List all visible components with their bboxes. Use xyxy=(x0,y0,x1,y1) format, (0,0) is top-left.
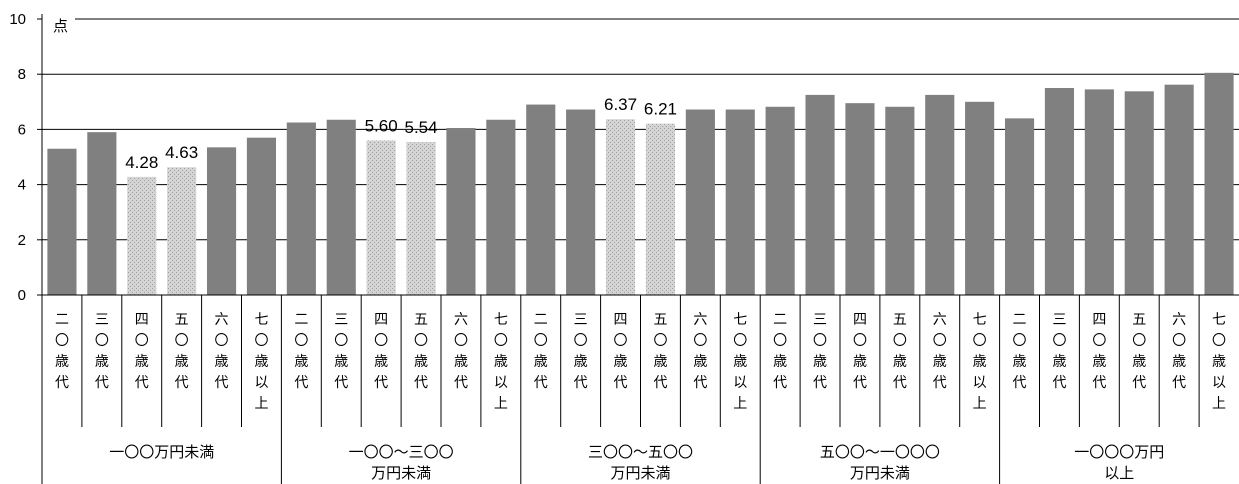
bar-highlighted xyxy=(127,176,157,295)
x-category-label: 二〇歳代 xyxy=(1013,312,1027,391)
x-category-label: 三〇歳代 xyxy=(1052,312,1066,391)
gridlines xyxy=(42,18,1239,241)
data-label: 5.60 xyxy=(365,116,398,135)
x-category-label: 六〇歳代 xyxy=(1172,312,1186,391)
bars xyxy=(47,72,1234,296)
data-label: 6.21 xyxy=(644,100,677,119)
bar xyxy=(1004,118,1035,295)
y-tick-label: 8 xyxy=(18,66,26,83)
x-category-label: 四〇歳代 xyxy=(614,312,628,391)
bar xyxy=(486,119,516,296)
x-category-label: 三〇歳代 xyxy=(95,312,109,391)
x-category-label: 二〇歳代 xyxy=(773,312,787,391)
x-category-label: 六〇歳代 xyxy=(215,312,229,391)
y-tick-label: 0 xyxy=(18,287,26,304)
bar-highlighted xyxy=(406,142,436,295)
x-group-label: 万円未満 xyxy=(610,464,670,482)
x-category-label: 五〇歳代 xyxy=(1132,312,1146,391)
bar xyxy=(725,109,755,295)
bar xyxy=(87,132,117,295)
bar xyxy=(1124,91,1154,295)
data-label: 4.63 xyxy=(165,143,198,162)
x-category-label: 二〇歳代 xyxy=(294,312,308,391)
bar xyxy=(1164,84,1194,295)
bar xyxy=(446,128,476,295)
bar xyxy=(685,109,715,295)
x-category-label: 四〇歳代 xyxy=(135,312,149,391)
bar-highlighted xyxy=(645,123,676,295)
y-unit-label: 点 xyxy=(53,17,68,35)
y-tick-label: 2 xyxy=(18,232,26,249)
bar-highlighted xyxy=(605,119,636,295)
bar xyxy=(885,106,915,295)
bar xyxy=(925,94,955,296)
data-label: 6.37 xyxy=(604,95,637,114)
y-tick-label: 4 xyxy=(18,177,26,194)
x-category-label: 二〇歳代 xyxy=(534,312,548,391)
data-label: 4.28 xyxy=(125,153,158,172)
bar xyxy=(526,104,556,295)
y-tick-label: 10 xyxy=(9,11,26,28)
bar xyxy=(326,119,356,296)
x-group-label: 以上 xyxy=(1104,464,1134,482)
x-group-label: 万円未満 xyxy=(371,464,431,482)
x-category-label: 五〇歳代 xyxy=(893,312,907,391)
bar xyxy=(286,122,316,295)
bar xyxy=(246,137,277,295)
x-group-label: 一〇〇〇万円 xyxy=(1074,443,1164,461)
x-category-label: 五〇歳代 xyxy=(653,312,667,391)
x-group-label: 一〇〇万円未満 xyxy=(109,443,214,461)
x-category-label: 七〇歳以上 xyxy=(254,312,268,412)
bar xyxy=(845,103,875,296)
x-category-label: 五〇歳代 xyxy=(175,312,189,391)
x-category-label: 六〇歳代 xyxy=(693,312,707,391)
x-category-label: 七〇歳以上 xyxy=(494,312,508,412)
x-group-label: 一〇〇～三〇〇 xyxy=(349,443,454,461)
bar xyxy=(765,106,795,295)
x-category-label: 七〇歳以上 xyxy=(973,312,987,412)
bar xyxy=(1084,89,1114,295)
x-category-label: 四〇歳代 xyxy=(1092,312,1106,391)
x-category-label: 四〇歳代 xyxy=(853,312,867,391)
bar xyxy=(1204,72,1234,295)
bar xyxy=(206,147,237,295)
x-category-label: 三〇歳代 xyxy=(813,312,827,391)
x-category-label: 七〇歳以上 xyxy=(733,312,747,412)
bar xyxy=(965,101,995,295)
x-group-label: 万円未満 xyxy=(850,464,910,482)
bar xyxy=(566,109,596,295)
x-category-label: 七〇歳以上 xyxy=(1212,312,1226,412)
x-category-label: 六〇歳代 xyxy=(933,312,947,391)
data-label: 5.54 xyxy=(405,118,438,137)
labels: 0 2 4 6 8 10 点 4.28 4.63 5.60 5.54 6.37 6.21 二〇歳代 三〇歳代… xyxy=(9,11,1226,482)
bar xyxy=(47,148,77,295)
bar xyxy=(1044,88,1075,295)
x-category-label: 三〇歳代 xyxy=(334,312,348,391)
bar xyxy=(805,94,835,296)
x-category-label: 三〇歳代 xyxy=(574,312,588,391)
y-tick-label: 6 xyxy=(18,121,26,138)
axes xyxy=(37,14,1239,484)
bar-highlighted xyxy=(366,140,396,295)
x-category-label: 五〇歳代 xyxy=(414,312,428,391)
bar-highlighted xyxy=(167,167,197,295)
x-category-label: 六〇歳代 xyxy=(454,312,468,391)
x-group-label: 五〇〇～一〇〇〇 xyxy=(820,443,940,461)
x-category-label: 二〇歳代 xyxy=(55,312,69,391)
x-group-label: 三〇〇～五〇〇 xyxy=(588,443,693,461)
x-category-label: 四〇歳代 xyxy=(374,312,388,391)
